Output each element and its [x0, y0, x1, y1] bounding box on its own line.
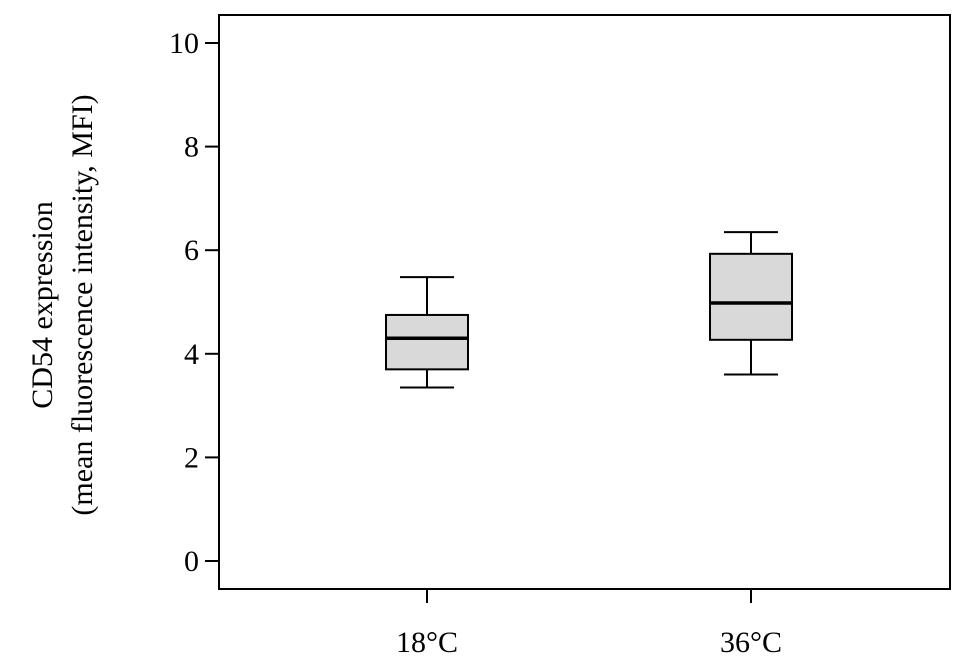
y-axis-title: CD54 expression (mean fluorescence inten…	[26, 94, 99, 515]
y-tick-label: 6	[184, 234, 199, 267]
y-tick-label: 10	[169, 27, 199, 60]
x-axis: 18°C 36°C	[396, 589, 782, 659]
y-tick-label: 8	[184, 131, 199, 164]
boxes	[385, 231, 793, 389]
box-2	[709, 231, 793, 376]
y-axis: 0 2 4 6 8 10	[169, 27, 219, 578]
interquartile-box	[385, 313, 469, 371]
plot-frame	[218, 14, 951, 590]
x-tick-label: 18°C	[396, 626, 458, 659]
y-tick-label: 0	[184, 545, 199, 578]
y-tick-label: 4	[184, 338, 199, 371]
y-axis-title-line1: CD54 expression	[26, 201, 59, 408]
interquartile-box	[709, 252, 793, 341]
box-1	[385, 276, 469, 389]
y-tick-label: 2	[184, 441, 199, 474]
x-tick-label: 36°C	[720, 626, 782, 659]
y-axis-title-line2: (mean fluorescence intensity, MFI)	[66, 94, 99, 515]
